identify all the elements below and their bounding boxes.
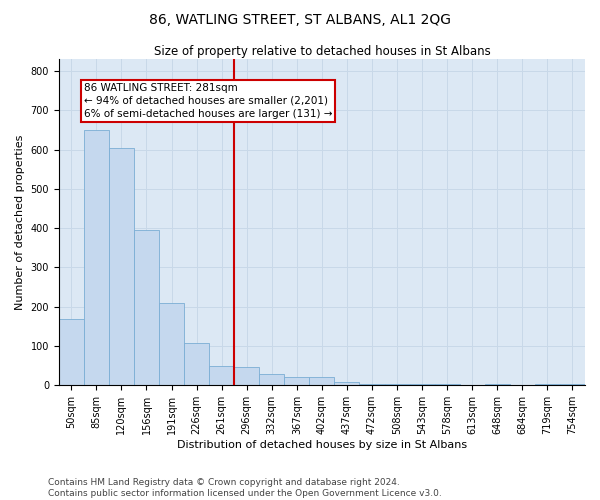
Bar	[59, 318, 84, 386]
Bar	[410, 384, 434, 386]
Bar	[434, 384, 460, 386]
Text: 86, WATLING STREET, ST ALBANS, AL1 2QG: 86, WATLING STREET, ST ALBANS, AL1 2QG	[149, 12, 451, 26]
X-axis label: Distribution of detached houses by size in St Albans: Distribution of detached houses by size …	[177, 440, 467, 450]
Bar	[184, 343, 209, 386]
Bar	[560, 384, 585, 386]
Bar	[310, 376, 334, 386]
Bar	[385, 384, 410, 386]
Bar	[359, 384, 385, 386]
Bar	[334, 382, 359, 386]
Bar	[84, 130, 109, 386]
Text: Contains HM Land Registry data © Crown copyright and database right 2024.
Contai: Contains HM Land Registry data © Crown c…	[48, 478, 442, 498]
Bar	[209, 366, 234, 386]
Bar	[134, 230, 159, 386]
Bar	[284, 376, 310, 386]
Bar	[535, 384, 560, 386]
Text: 86 WATLING STREET: 281sqm
← 94% of detached houses are smaller (2,201)
6% of sem: 86 WATLING STREET: 281sqm ← 94% of detac…	[84, 82, 332, 119]
Bar	[234, 367, 259, 386]
Bar	[109, 148, 134, 386]
Bar	[159, 303, 184, 386]
Y-axis label: Number of detached properties: Number of detached properties	[15, 134, 25, 310]
Bar	[259, 374, 284, 386]
Bar	[485, 384, 510, 386]
Title: Size of property relative to detached houses in St Albans: Size of property relative to detached ho…	[154, 45, 490, 58]
